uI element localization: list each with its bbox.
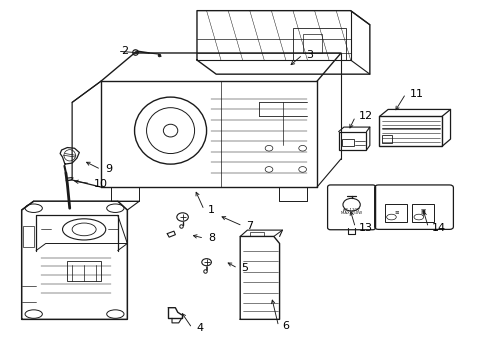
Bar xyxy=(385,204,407,222)
Text: 1: 1 xyxy=(208,205,215,215)
Bar xyxy=(23,226,34,247)
Text: 4: 4 xyxy=(196,323,203,333)
Text: MAX 150W: MAX 150W xyxy=(341,211,362,215)
Bar xyxy=(250,232,264,237)
Text: 3: 3 xyxy=(306,50,314,60)
Bar xyxy=(379,117,442,147)
Bar xyxy=(67,261,101,280)
Text: 2: 2 xyxy=(122,46,129,56)
Text: 8: 8 xyxy=(208,233,215,243)
Text: 6: 6 xyxy=(282,321,290,332)
Text: 14: 14 xyxy=(432,222,446,233)
Bar xyxy=(303,33,322,53)
Bar xyxy=(343,139,354,146)
Text: 5: 5 xyxy=(242,263,248,273)
Text: 10: 10 xyxy=(94,179,108,189)
Text: 9: 9 xyxy=(105,165,112,174)
Bar xyxy=(339,132,367,150)
Text: ≡: ≡ xyxy=(394,209,398,214)
Text: AC 120V: AC 120V xyxy=(343,208,360,212)
Text: 12: 12 xyxy=(359,112,373,121)
Bar xyxy=(382,135,392,143)
Bar xyxy=(412,204,434,222)
Text: ▣: ▣ xyxy=(420,209,426,214)
Text: 7: 7 xyxy=(246,221,253,231)
Bar xyxy=(293,28,346,60)
Text: 13: 13 xyxy=(359,222,373,233)
Text: 11: 11 xyxy=(410,89,424,99)
